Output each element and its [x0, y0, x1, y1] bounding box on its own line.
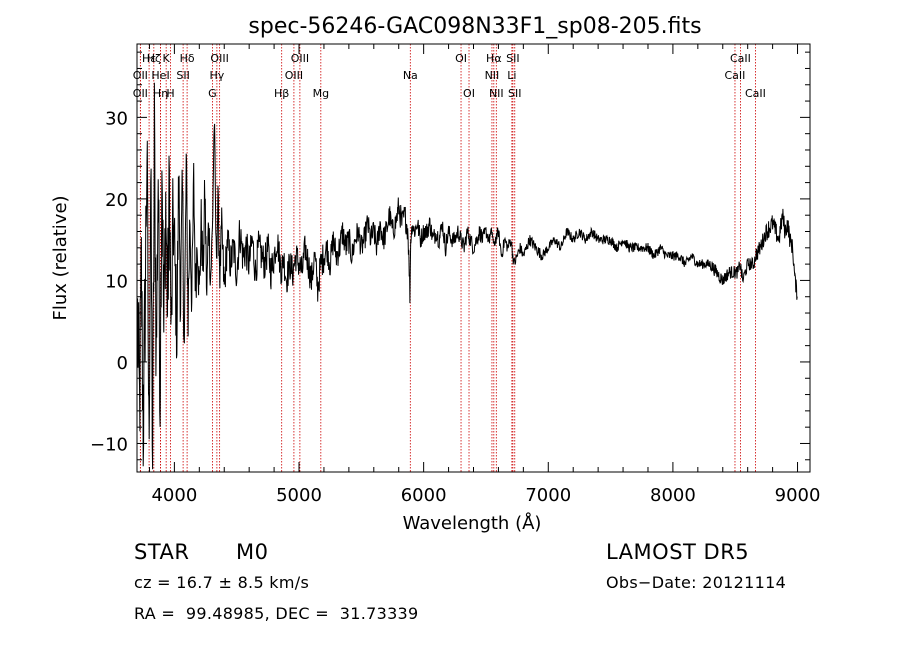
line-label-16: Mg — [313, 87, 329, 100]
y-tick-label: −10 — [90, 434, 128, 455]
survey-name: LAMOST DR5 — [606, 540, 750, 564]
line-label-1: Hζ — [147, 52, 161, 65]
x-tick-label: 9000 — [775, 485, 821, 506]
x-axis-ticks: 4000 5000 6000 7000 8000 9000 — [148, 44, 821, 506]
x-tick-label: 4000 — [151, 485, 197, 506]
line-label-2: OII — [133, 69, 148, 82]
line-label-15: OIII — [285, 69, 303, 82]
line-label-28: CaII — [745, 87, 766, 100]
x-tick-label: 6000 — [401, 485, 447, 506]
x-tick-label: 5000 — [276, 485, 322, 506]
line-label-0: Hε — [142, 52, 156, 65]
line-label-27: CaII — [725, 69, 746, 82]
object-subclass: M0 — [236, 540, 269, 564]
redshift-text: cz = 16.7 ± 8.5 km/s — [134, 573, 310, 592]
line-label-23: SII — [506, 52, 519, 65]
spectrum-line — [137, 82, 798, 470]
x-tick-label: 8000 — [650, 485, 696, 506]
x-tick-label: 7000 — [525, 485, 571, 506]
line-label-6: K — [163, 52, 171, 65]
coordinates-text: RA = 99.48985, DEC = 31.73339 — [134, 604, 419, 623]
line-label-9: SII — [176, 69, 189, 82]
line-label-18: OI — [455, 52, 467, 65]
line-label-5: HeI — [151, 69, 169, 82]
line-label-22: NII — [489, 87, 504, 100]
y-tick-label: 20 — [105, 190, 128, 211]
y-tick-label: 30 — [105, 108, 128, 129]
line-label-4: Hη — [153, 87, 168, 100]
line-label-8: Hδ — [180, 52, 195, 65]
line-label-11: Hγ — [209, 69, 224, 82]
line-label-17: Na — [403, 69, 418, 82]
spectral-line-markers — [139, 44, 756, 472]
y-axis-label: Flux (relative) — [50, 195, 71, 320]
line-label-21: NII — [485, 69, 500, 82]
y-tick-label: 10 — [105, 271, 128, 292]
line-label-10: OIII — [210, 52, 228, 65]
line-label-20: Hα — [486, 52, 502, 65]
line-label-25: SII — [508, 87, 521, 100]
line-label-24: Li — [507, 69, 516, 82]
line-label-19: OI — [463, 87, 475, 100]
chart-title: spec-56246-GAC098N33F1_sp08-205.fits — [248, 14, 701, 39]
y-axis-ticks: −10 0 10 20 30 — [90, 51, 810, 461]
line-label-12: G — [208, 87, 217, 100]
line-label-26: CaII — [730, 52, 751, 65]
observation-date: Obs−Date: 20121114 — [606, 573, 787, 592]
object-class: STAR — [134, 540, 190, 564]
line-label-3: OII — [133, 87, 148, 100]
line-label-14: OIII — [291, 52, 309, 65]
line-label-7: H — [166, 87, 174, 100]
x-axis-label: Wavelength (Å) — [403, 512, 542, 534]
line-label-13: Hβ — [274, 87, 289, 100]
y-tick-label: 0 — [117, 353, 128, 374]
